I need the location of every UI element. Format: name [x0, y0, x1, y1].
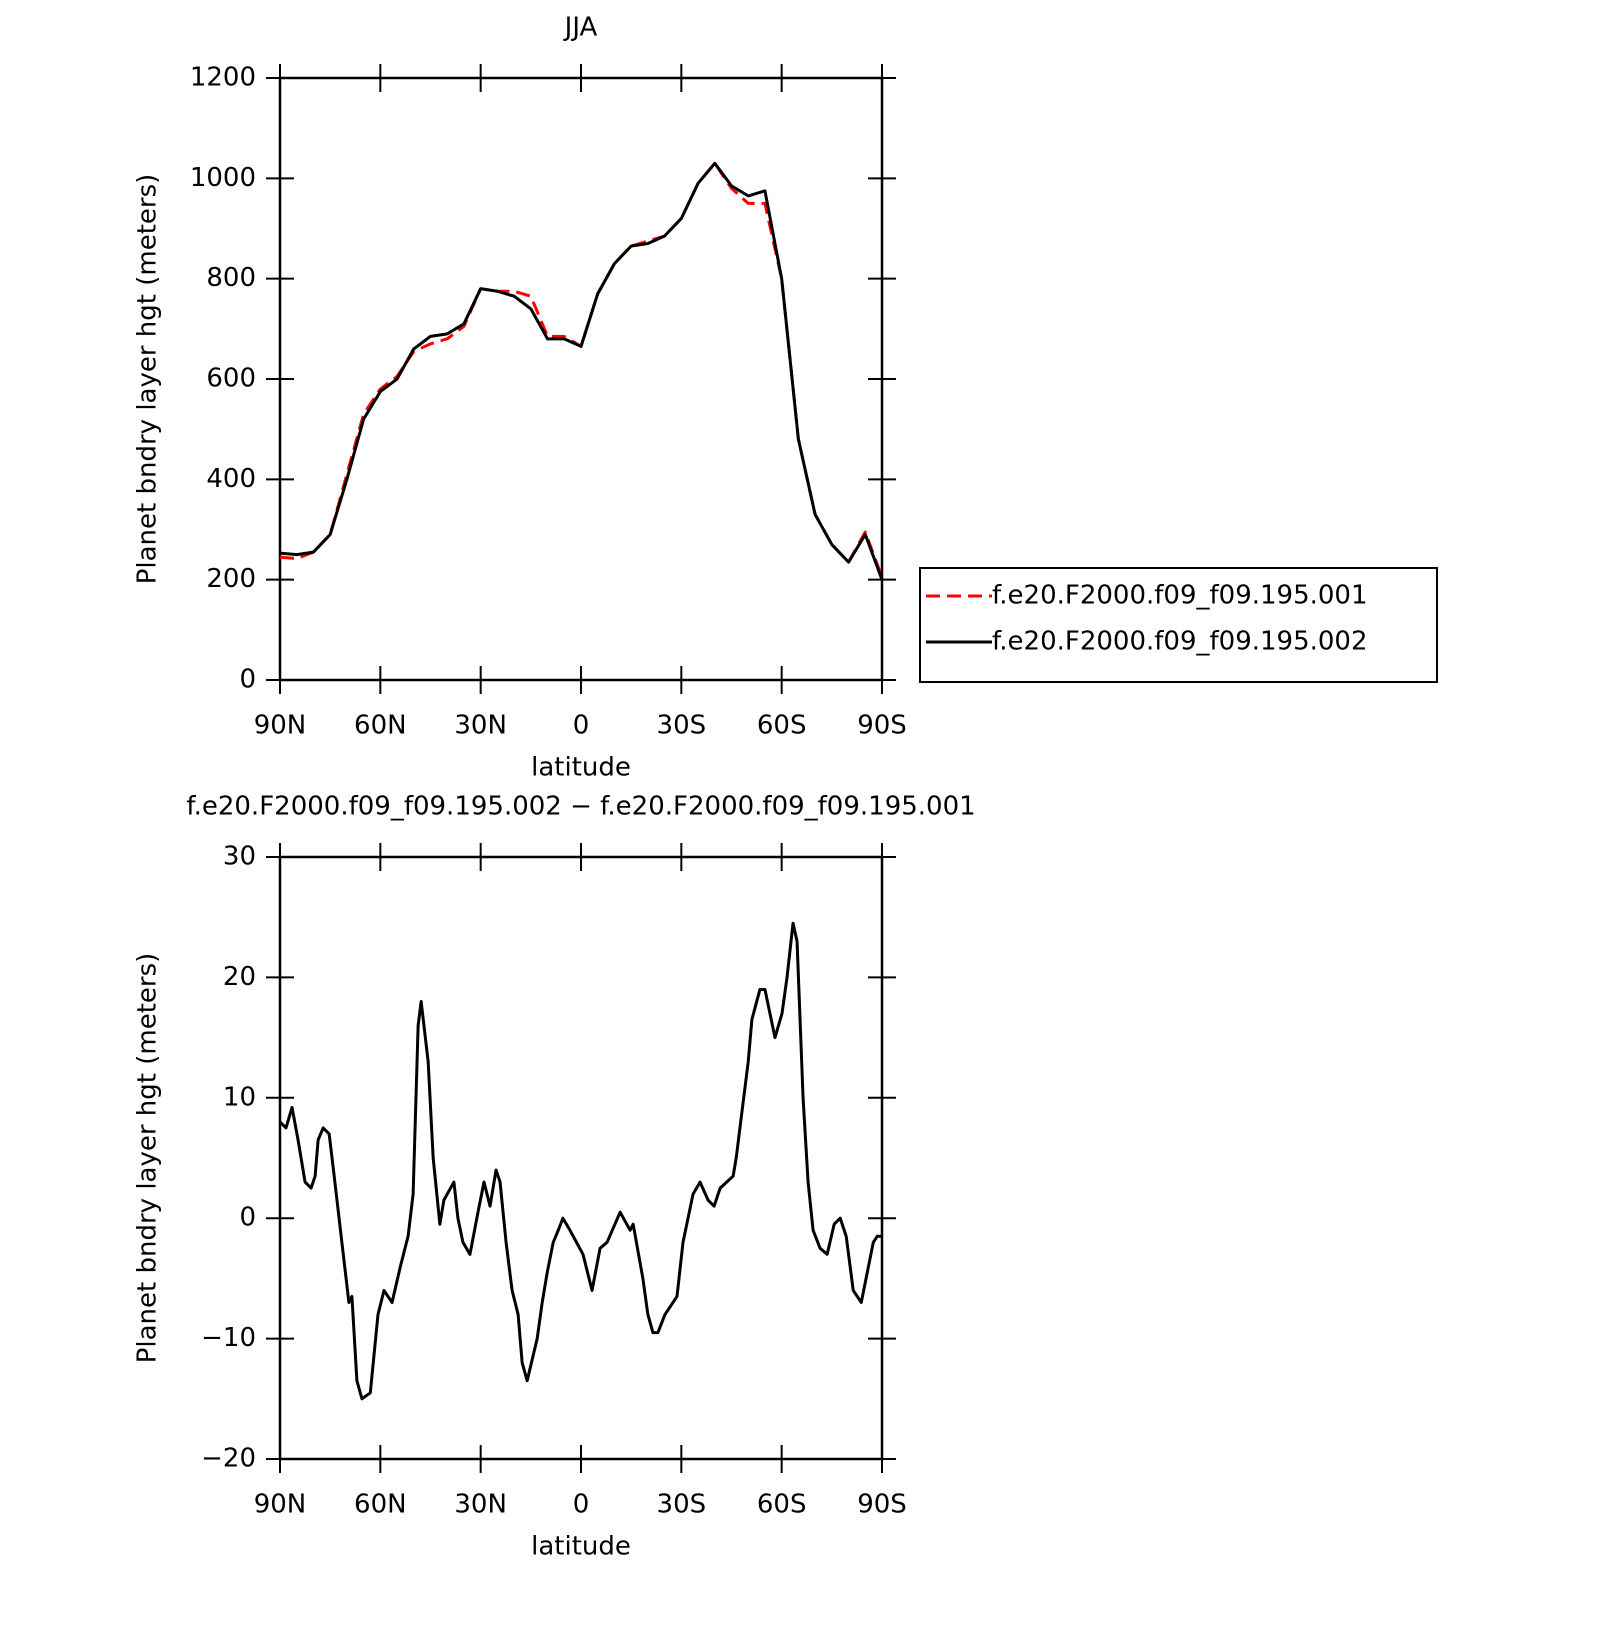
- legend-box: [919, 567, 1438, 683]
- chart-title: f.e20.F2000.f09_f09.195.002 − f.e20.F200…: [186, 792, 975, 822]
- x-tick-label: 60N: [354, 711, 407, 741]
- y-axis-label: Planet bndry layer hgt (meters): [133, 174, 163, 585]
- y-tick-label: 30: [223, 842, 256, 872]
- x-tick-label: 90S: [857, 1490, 907, 1520]
- x-tick-label: 30S: [657, 1490, 707, 1520]
- y-tick-label: −20: [201, 1444, 256, 1474]
- x-tick-label: 0: [573, 1490, 590, 1520]
- y-tick-label: 200: [206, 564, 256, 594]
- x-tick-label: 60S: [757, 1490, 807, 1520]
- x-axis-label: latitude: [531, 753, 631, 783]
- y-tick-label: 10: [223, 1082, 256, 1112]
- x-tick-label: 90S: [857, 711, 907, 741]
- legend-label: f.e20.F2000.f09_f09.195.001: [992, 581, 1368, 611]
- legend-label: f.e20.F2000.f09_f09.195.002: [992, 627, 1368, 657]
- x-tick-label: 0: [573, 711, 590, 741]
- x-tick-label: 30N: [454, 711, 507, 741]
- x-axis-label: latitude: [531, 1532, 631, 1562]
- y-tick-label: 1000: [190, 163, 256, 193]
- y-axis-label: Planet bndry layer hgt (meters): [133, 953, 163, 1364]
- y-tick-label: 1200: [190, 63, 256, 93]
- y-tick-label: 20: [223, 962, 256, 992]
- plot-frame: [278, 76, 884, 682]
- x-tick-label: 30S: [657, 711, 707, 741]
- y-tick-label: 0: [239, 665, 256, 695]
- x-tick-label: 90N: [254, 711, 307, 741]
- y-tick-label: 400: [206, 464, 256, 494]
- y-tick-label: 800: [206, 263, 256, 293]
- chart-title: JJA: [563, 13, 598, 43]
- x-tick-label: 30N: [454, 1490, 507, 1520]
- plot-frame: [278, 855, 884, 1461]
- data-line: [278, 921, 882, 1401]
- x-tick-label: 60S: [757, 711, 807, 741]
- data-line: [279, 161, 884, 581]
- y-tick-label: −10: [201, 1323, 256, 1353]
- x-tick-label: 60N: [354, 1490, 407, 1520]
- x-tick-label: 90N: [254, 1490, 307, 1520]
- y-tick-label: 0: [239, 1203, 256, 1233]
- y-tick-label: 600: [206, 364, 256, 394]
